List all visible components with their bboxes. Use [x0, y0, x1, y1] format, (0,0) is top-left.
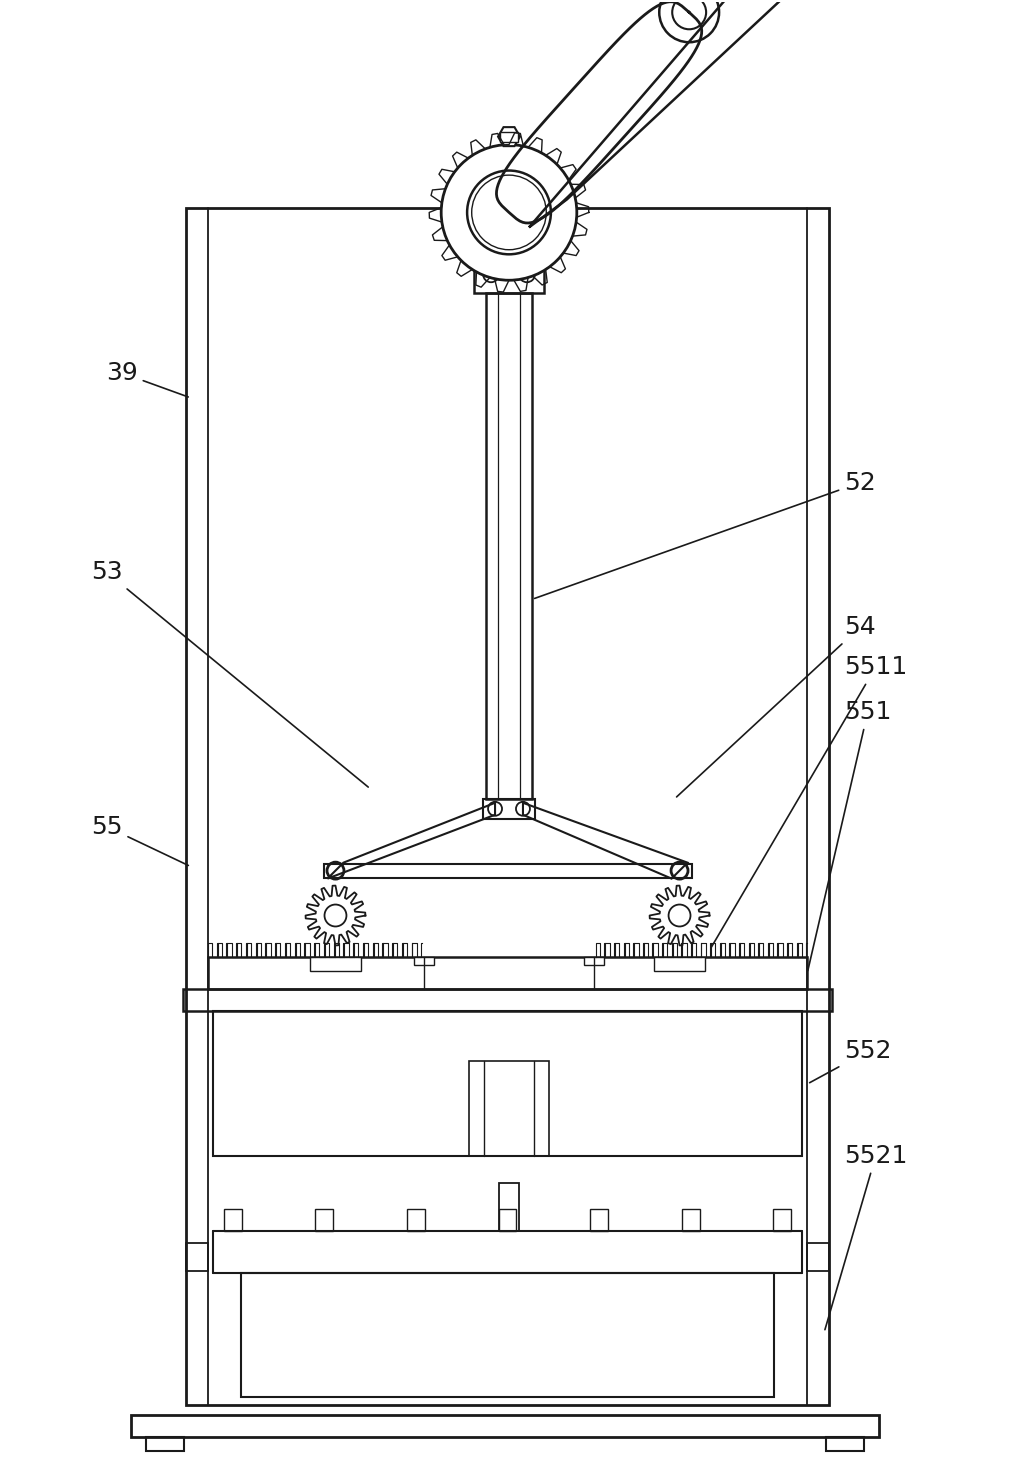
Bar [496, 238, 522, 255]
Bar [653, 958, 705, 971]
Circle shape [467, 170, 551, 254]
Text: 52: 52 [535, 471, 876, 599]
Bar [240, 1272, 774, 1397]
Bar [499, 1182, 519, 1231]
Bar [826, 1438, 864, 1451]
Polygon shape [498, 128, 520, 147]
Bar [584, 958, 603, 965]
Text: 552: 552 [810, 1039, 892, 1083]
Bar [590, 1209, 608, 1231]
Circle shape [659, 0, 719, 43]
Bar [310, 958, 362, 971]
Text: 54: 54 [677, 615, 876, 797]
Bar [807, 1243, 829, 1270]
Bar [498, 1209, 517, 1231]
Text: 5521: 5521 [825, 1144, 908, 1329]
Bar [474, 255, 544, 293]
Bar [224, 1209, 242, 1231]
Text: 551: 551 [808, 700, 892, 971]
Circle shape [673, 0, 706, 29]
Circle shape [441, 145, 577, 280]
Bar [185, 208, 829, 1405]
Bar [483, 800, 535, 819]
Text: 55: 55 [91, 814, 189, 866]
Bar [315, 1209, 333, 1231]
Bar [773, 1209, 791, 1231]
Text: 39: 39 [106, 361, 189, 398]
Bar [323, 864, 692, 877]
Bar [208, 958, 807, 989]
Bar [415, 958, 434, 965]
Text: 5511: 5511 [711, 656, 907, 948]
Bar [185, 1243, 208, 1270]
Bar [469, 1061, 549, 1156]
Bar [146, 1438, 183, 1451]
Bar [500, 132, 518, 142]
Text: 53: 53 [91, 560, 368, 788]
Bar [486, 293, 532, 800]
Bar [213, 1011, 802, 1156]
Bar [131, 1416, 879, 1438]
Bar [682, 1209, 700, 1231]
Bar [182, 989, 833, 1011]
Bar [407, 1209, 425, 1231]
